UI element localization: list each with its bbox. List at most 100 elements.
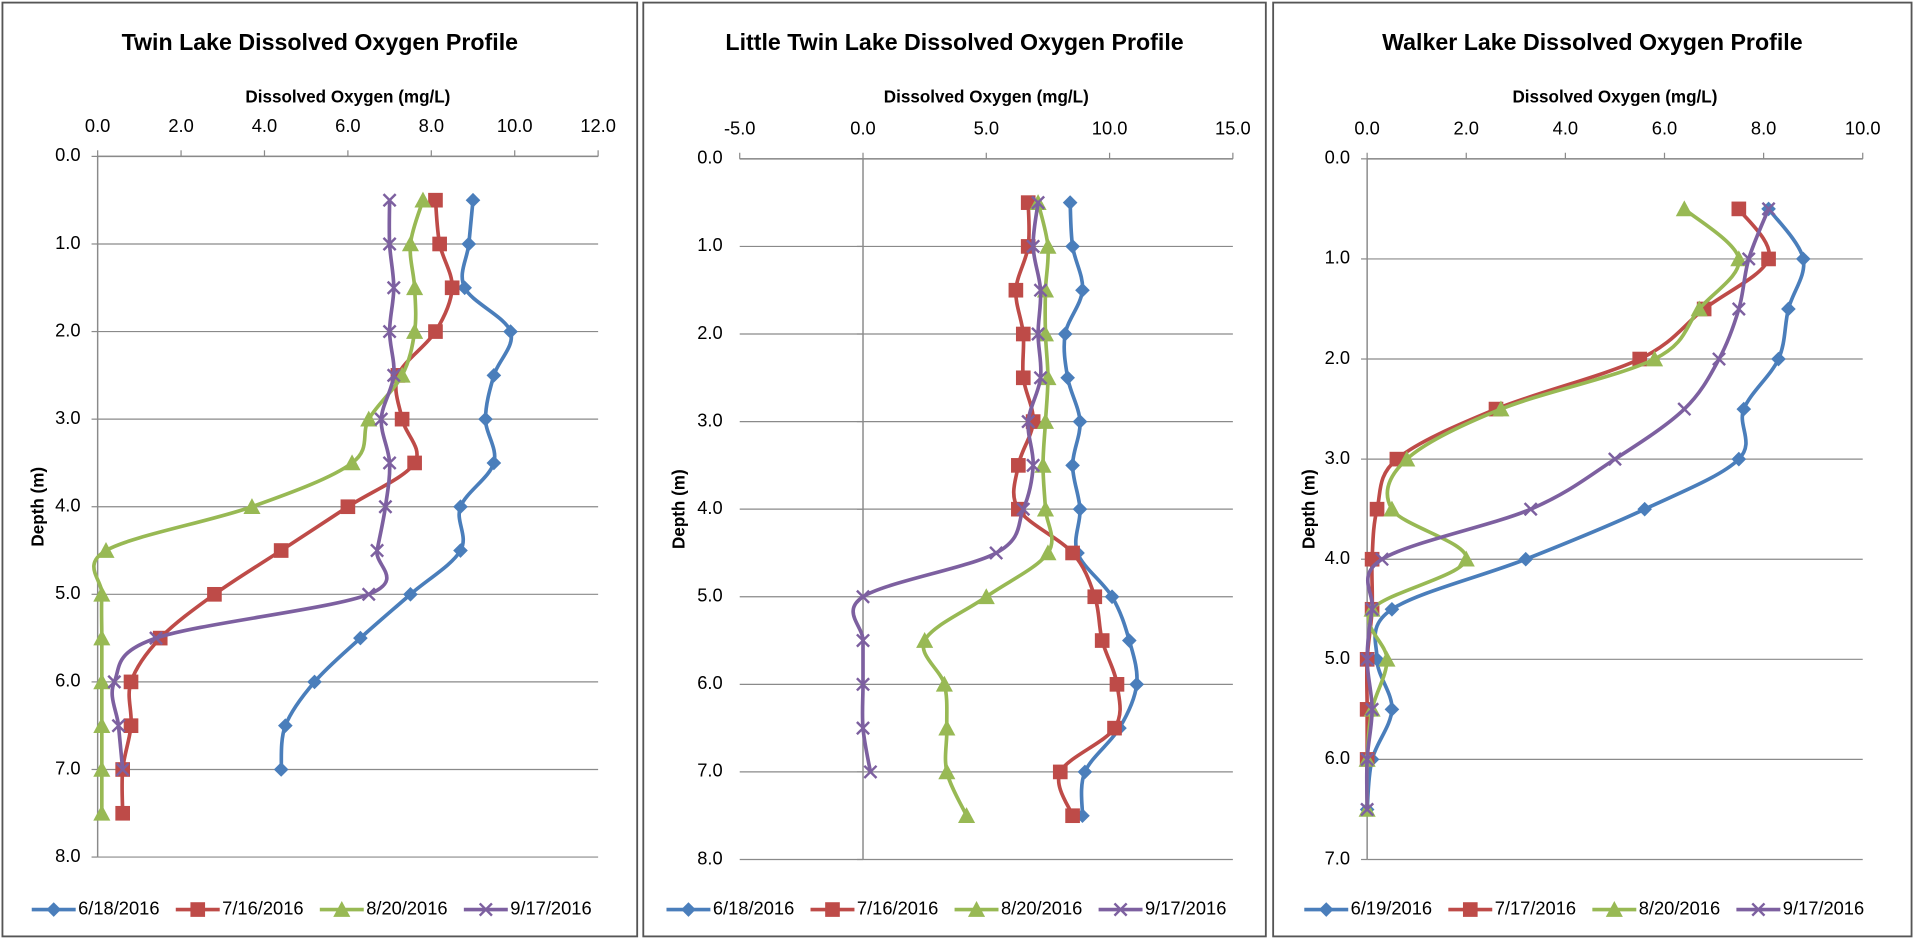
marker bbox=[343, 454, 361, 471]
y-tick-label: 3.0 bbox=[1325, 447, 1350, 468]
marker bbox=[1065, 545, 1080, 561]
x-tick-label: -5.0 bbox=[724, 117, 756, 138]
marker bbox=[478, 902, 493, 917]
marker bbox=[989, 545, 1004, 560]
marker bbox=[115, 805, 131, 821]
y-tick-label: 6.0 bbox=[697, 672, 722, 693]
marker bbox=[1492, 400, 1510, 417]
marker bbox=[1036, 500, 1055, 517]
legend-label: 8/20/2016 bbox=[1001, 897, 1082, 918]
y-tick-label: 5.0 bbox=[55, 582, 80, 603]
marker bbox=[333, 901, 351, 917]
y-tick-label: 8.0 bbox=[697, 847, 722, 868]
marker bbox=[361, 587, 376, 602]
marker bbox=[149, 631, 164, 646]
marker bbox=[382, 455, 397, 470]
marker bbox=[453, 543, 468, 558]
marker bbox=[1384, 702, 1400, 717]
x-tick-label: 10.0 bbox=[1845, 117, 1881, 138]
marker bbox=[1065, 808, 1080, 824]
marker bbox=[478, 411, 493, 427]
marker bbox=[403, 586, 418, 602]
marker bbox=[378, 499, 393, 514]
marker bbox=[1026, 239, 1041, 254]
legend-label: 7/17/2016 bbox=[1495, 897, 1576, 918]
marker bbox=[207, 586, 222, 602]
marker bbox=[1761, 201, 1776, 216]
legend-label: 6/18/2016 bbox=[78, 897, 159, 918]
marker bbox=[1077, 764, 1093, 780]
marker bbox=[382, 193, 397, 208]
marker bbox=[386, 280, 401, 295]
panel-border bbox=[642, 1, 1267, 938]
marker bbox=[353, 630, 368, 646]
x-tick-label: 4.0 bbox=[1553, 117, 1578, 138]
marker bbox=[1015, 326, 1031, 342]
marker bbox=[1129, 677, 1145, 692]
legend-label: 6/18/2016 bbox=[713, 897, 794, 918]
marker bbox=[1094, 633, 1110, 648]
y-axis-title: Depth (m) bbox=[669, 469, 688, 549]
x-tick-label: 12.0 bbox=[580, 115, 616, 136]
y-tick-label: 0.0 bbox=[1325, 147, 1350, 168]
marker bbox=[444, 280, 460, 296]
marker bbox=[190, 902, 206, 917]
marker bbox=[1039, 237, 1057, 254]
marker bbox=[856, 589, 870, 604]
marker bbox=[1384, 601, 1400, 617]
chart-title: Walker Lake Dissolved Oxygen Profile bbox=[1382, 29, 1803, 55]
marker bbox=[97, 541, 115, 558]
marker bbox=[123, 674, 139, 690]
marker bbox=[1741, 251, 1756, 266]
marker bbox=[1033, 370, 1048, 385]
marker bbox=[1065, 239, 1080, 254]
marker bbox=[382, 237, 397, 251]
x-tick-label: 8.0 bbox=[1751, 117, 1776, 138]
y-tick-label: 1.0 bbox=[697, 234, 722, 255]
marker bbox=[386, 368, 401, 383]
x-tick-label: 2.0 bbox=[1454, 117, 1479, 138]
marker bbox=[1736, 401, 1752, 417]
y-tick-label: 1.0 bbox=[1325, 247, 1350, 268]
marker bbox=[1398, 450, 1416, 467]
marker bbox=[111, 718, 126, 733]
marker bbox=[414, 191, 432, 208]
marker bbox=[273, 762, 289, 777]
marker bbox=[394, 411, 410, 427]
legend-label: 6/19/2016 bbox=[1351, 897, 1432, 918]
marker bbox=[123, 718, 139, 734]
x-tick-label: 2.0 bbox=[168, 115, 193, 136]
y-tick-label: 2.0 bbox=[55, 319, 80, 340]
marker bbox=[453, 499, 468, 515]
marker bbox=[46, 902, 62, 917]
marker bbox=[1107, 720, 1122, 736]
y-axis-title: Depth (m) bbox=[29, 467, 48, 547]
x-tick-label: 0.0 bbox=[850, 117, 875, 138]
marker bbox=[1605, 901, 1623, 917]
x-tick-label: 6.0 bbox=[335, 115, 360, 136]
marker bbox=[1375, 552, 1389, 567]
y-tick-label: 7.0 bbox=[55, 757, 80, 778]
marker bbox=[1031, 327, 1046, 341]
marker bbox=[1369, 501, 1385, 517]
x-axis-title: Dissolved Oxygen (mg/L) bbox=[1512, 87, 1717, 106]
marker bbox=[1318, 902, 1334, 917]
x-tick-label: 15.0 bbox=[1215, 117, 1251, 138]
marker bbox=[1113, 902, 1128, 917]
marker bbox=[1087, 589, 1103, 605]
marker bbox=[1712, 352, 1726, 366]
panel-border bbox=[1272, 1, 1913, 938]
y-axis-title: Depth (m) bbox=[1299, 469, 1318, 549]
marker bbox=[1008, 282, 1024, 298]
marker bbox=[1360, 652, 1375, 667]
marker bbox=[93, 717, 111, 734]
marker bbox=[1121, 633, 1137, 648]
marker bbox=[407, 455, 422, 471]
x-tick-label: 8.0 bbox=[419, 115, 444, 136]
marker bbox=[93, 673, 111, 690]
marker bbox=[1057, 326, 1073, 342]
marker bbox=[1462, 902, 1478, 917]
y-tick-label: 7.0 bbox=[1325, 847, 1350, 868]
marker bbox=[486, 455, 502, 471]
marker bbox=[1518, 551, 1534, 567]
